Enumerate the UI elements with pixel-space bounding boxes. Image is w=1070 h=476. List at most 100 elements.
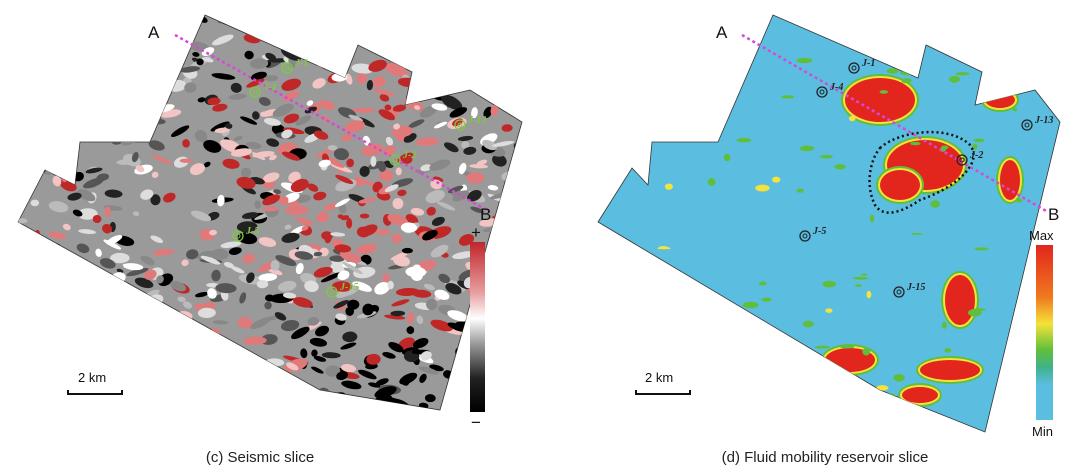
texture <box>215 364 229 376</box>
texture <box>181 369 201 381</box>
texture <box>23 174 34 181</box>
texture <box>474 68 496 84</box>
color-bar-top: Max <box>1029 228 1054 243</box>
texture <box>146 59 153 66</box>
texture <box>41 45 64 62</box>
texture <box>183 346 192 353</box>
anomaly <box>659 246 668 249</box>
texture <box>333 400 355 418</box>
texture <box>213 342 233 358</box>
texture <box>108 121 132 129</box>
texture <box>507 180 527 189</box>
texture <box>40 369 52 380</box>
texture <box>388 409 405 420</box>
texture <box>95 111 121 132</box>
texture <box>39 88 51 97</box>
anomaly <box>862 348 870 355</box>
texture <box>19 373 42 386</box>
texture <box>46 116 61 127</box>
texture <box>130 331 150 345</box>
texture <box>217 343 239 356</box>
texture <box>454 20 479 40</box>
texture <box>242 355 257 362</box>
color-bar <box>470 242 485 412</box>
texture <box>44 297 61 309</box>
anomaly <box>1012 385 1026 387</box>
texture <box>137 381 159 391</box>
well-label: J-4 <box>829 82 843 93</box>
anomaly <box>772 177 780 183</box>
well-label: J-5 <box>812 226 826 237</box>
texture <box>106 120 122 134</box>
texture <box>510 291 519 301</box>
anomaly <box>956 72 970 75</box>
texture <box>103 329 127 346</box>
texture <box>17 142 35 156</box>
anomaly <box>803 415 809 418</box>
anomaly <box>743 302 759 309</box>
anomaly <box>942 322 947 329</box>
texture <box>52 64 72 77</box>
texture <box>138 72 161 81</box>
texture <box>168 76 175 81</box>
texture <box>328 22 342 37</box>
texture <box>103 121 117 131</box>
texture <box>477 12 494 20</box>
texture <box>38 155 56 167</box>
anomaly <box>755 185 769 192</box>
texture <box>16 148 40 164</box>
texture <box>24 31 39 41</box>
texture <box>191 345 210 361</box>
texture <box>69 45 80 58</box>
texture <box>86 58 109 72</box>
texture <box>494 364 514 375</box>
texture <box>321 45 344 62</box>
texture <box>167 396 187 413</box>
anomaly <box>930 200 940 207</box>
anomaly <box>880 170 920 200</box>
texture <box>240 371 261 384</box>
anomaly <box>973 139 984 143</box>
anomaly <box>876 385 888 390</box>
anomaly <box>945 275 975 325</box>
texture <box>59 160 67 171</box>
texture <box>17 303 41 315</box>
texture <box>97 79 106 87</box>
anomaly <box>887 68 899 73</box>
texture <box>172 57 178 63</box>
anomaly <box>861 274 868 276</box>
anomaly <box>870 215 874 223</box>
texture <box>185 366 194 376</box>
texture <box>15 148 27 158</box>
color-bar <box>1036 245 1053 420</box>
texture <box>27 64 47 78</box>
texture <box>13 306 33 321</box>
texture <box>282 22 301 35</box>
texture <box>486 341 503 357</box>
texture <box>72 37 92 49</box>
texture <box>112 292 126 304</box>
texture <box>118 37 133 46</box>
texture <box>78 83 99 94</box>
anomaly <box>815 346 831 349</box>
texture <box>28 60 51 77</box>
texture <box>31 72 40 80</box>
texture <box>312 406 326 421</box>
anomaly <box>975 247 989 250</box>
anomaly <box>1013 108 1018 111</box>
texture <box>501 63 518 75</box>
texture <box>492 32 500 39</box>
texture <box>38 160 60 173</box>
texture <box>45 301 60 311</box>
texture <box>286 385 303 395</box>
anomaly <box>669 290 678 298</box>
well-label: J-15 <box>906 282 925 293</box>
texture <box>26 78 46 91</box>
texture <box>505 94 515 99</box>
texture <box>129 331 147 341</box>
texture <box>493 23 509 33</box>
texture <box>13 400 36 415</box>
texture <box>249 395 264 401</box>
texture <box>432 78 452 93</box>
texture <box>67 71 85 86</box>
